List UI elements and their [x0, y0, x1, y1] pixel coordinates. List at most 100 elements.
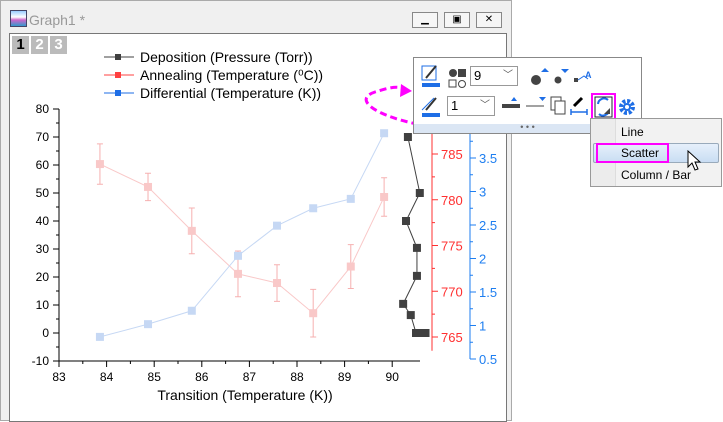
data-point — [403, 133, 412, 141]
data-point — [415, 189, 424, 197]
y-tick-label: 1 — [479, 319, 486, 334]
series-line — [99, 132, 385, 338]
window-title: Graph1 * — [29, 12, 86, 28]
data-point — [95, 332, 104, 341]
graph-window-icon — [10, 10, 27, 27]
arrowhead-icon — [400, 84, 412, 97]
y-tick-label: 50 — [36, 186, 50, 200]
data-point — [309, 204, 318, 213]
toolbar-expand-handle[interactable]: • • • — [414, 123, 641, 133]
chevron-down-icon: ﹀ — [480, 100, 490, 111]
close-button[interactable]: ✕ — [476, 12, 502, 28]
chevron-down-icon: ﹀ — [503, 70, 513, 81]
x-axis-title: Transition (Temperature (K)) — [157, 387, 332, 403]
menu-item-scatter[interactable]: Scatter — [621, 146, 660, 160]
y-tick-label: 785 — [441, 147, 463, 162]
y-tick-label: 20 — [36, 270, 50, 284]
y-tick-label: 775 — [441, 239, 463, 254]
data-point — [233, 251, 242, 260]
symbol-color-icon[interactable] — [421, 65, 440, 87]
x-tick-label: 85 — [148, 370, 162, 384]
y-tick-label: 0.5 — [479, 352, 497, 367]
data-point — [346, 194, 355, 203]
x-tick-label: 86 — [195, 370, 209, 384]
data-point — [144, 182, 153, 191]
x-tick-label: 89 — [338, 370, 352, 384]
line-width-combo[interactable]: 1 ﹀ — [447, 96, 495, 116]
svg-text:A: A — [585, 70, 592, 80]
data-point — [412, 271, 421, 280]
copy-format-icon[interactable] — [550, 96, 566, 115]
data-point — [233, 269, 242, 278]
data-point — [187, 306, 196, 315]
data-point — [402, 217, 411, 225]
y-tick-label: 1.5 — [479, 285, 497, 300]
y-tick-label: 3.5 — [479, 151, 497, 166]
change-plot-type-icon[interactable] — [591, 93, 616, 121]
symbol-size-combo[interactable]: 9 ﹀ — [470, 66, 518, 86]
data-point — [399, 299, 408, 308]
y-tick-label: 30 — [36, 242, 50, 256]
series-line — [99, 163, 385, 314]
x-tick-label: 83 — [52, 370, 66, 384]
data-point — [416, 329, 425, 337]
data-point — [144, 320, 153, 329]
y-tick-label: 0 — [42, 326, 49, 340]
x-tick-label: 84 — [100, 370, 114, 384]
minimize-button[interactable]: ▁ — [412, 12, 438, 28]
y-tick-label: 40 — [36, 214, 50, 228]
y-tick-label: 2.5 — [479, 218, 497, 233]
y-tick-label: 770 — [441, 284, 463, 299]
data-point — [406, 311, 415, 320]
y-tick-label: 2 — [479, 252, 486, 267]
y-tick-label: 10 — [36, 298, 50, 312]
y-tick-label: 80 — [36, 102, 50, 116]
mini-toolbar: A 9 ﹀ 1 ﹀ • • • — [413, 57, 642, 134]
layer-tab-3[interactable]: 3 — [50, 36, 67, 54]
layer-tab-1[interactable]: 1 — [12, 36, 29, 54]
data-point — [273, 279, 282, 288]
y-tick-label: 780 — [441, 193, 463, 208]
legend-marker — [115, 72, 121, 78]
symbol-shape-icon[interactable] — [448, 69, 466, 88]
data-point — [273, 221, 282, 230]
x-tick-label: 90 — [386, 370, 400, 384]
line-style-icon[interactable] — [570, 96, 588, 115]
menu-item-line[interactable]: Line — [621, 125, 644, 139]
y-tick-label: -10 — [32, 354, 50, 368]
settings-icon[interactable] — [619, 99, 635, 115]
increase-width-icon[interactable] — [502, 97, 520, 108]
data-point — [346, 262, 355, 271]
mouse-cursor-icon — [687, 150, 702, 171]
x-tick-label: 88 — [290, 370, 304, 384]
decrease-size-icon[interactable] — [554, 69, 570, 84]
legend-label: Differential (Temperature (K)) — [140, 85, 321, 101]
data-point — [412, 329, 420, 337]
y-tick-label: 765 — [441, 330, 463, 345]
line-color-icon[interactable] — [421, 97, 440, 117]
restore-button[interactable]: ▣ — [444, 12, 470, 28]
data-point — [380, 129, 389, 138]
decrease-width-icon[interactable] — [526, 97, 546, 107]
data-point — [309, 309, 318, 318]
dashed-callout-arrow — [364, 85, 441, 130]
data-point — [187, 226, 196, 235]
layer-tab-2[interactable]: 2 — [31, 36, 48, 54]
data-point — [412, 243, 421, 252]
data-point — [95, 160, 104, 169]
y-tick-label: 3 — [479, 185, 486, 200]
y-tick-label: 60 — [36, 158, 50, 172]
legend-marker — [115, 54, 121, 60]
legend-marker — [115, 90, 121, 96]
label-icon[interactable]: A — [574, 70, 592, 82]
legend-label: Annealing (Temperature (⁰C)) — [140, 67, 323, 83]
legend-label: Deposition (Pressure (Torr)) — [140, 49, 313, 65]
data-point — [380, 193, 389, 202]
plot-type-menu: Line Scatter Column / Bar — [590, 118, 722, 187]
x-tick-label: 87 — [243, 370, 257, 384]
menu-item-column-bar[interactable]: Column / Bar — [621, 168, 692, 182]
y-tick-label: 70 — [36, 130, 50, 144]
increase-size-icon[interactable] — [531, 68, 549, 85]
data-point — [421, 329, 430, 337]
